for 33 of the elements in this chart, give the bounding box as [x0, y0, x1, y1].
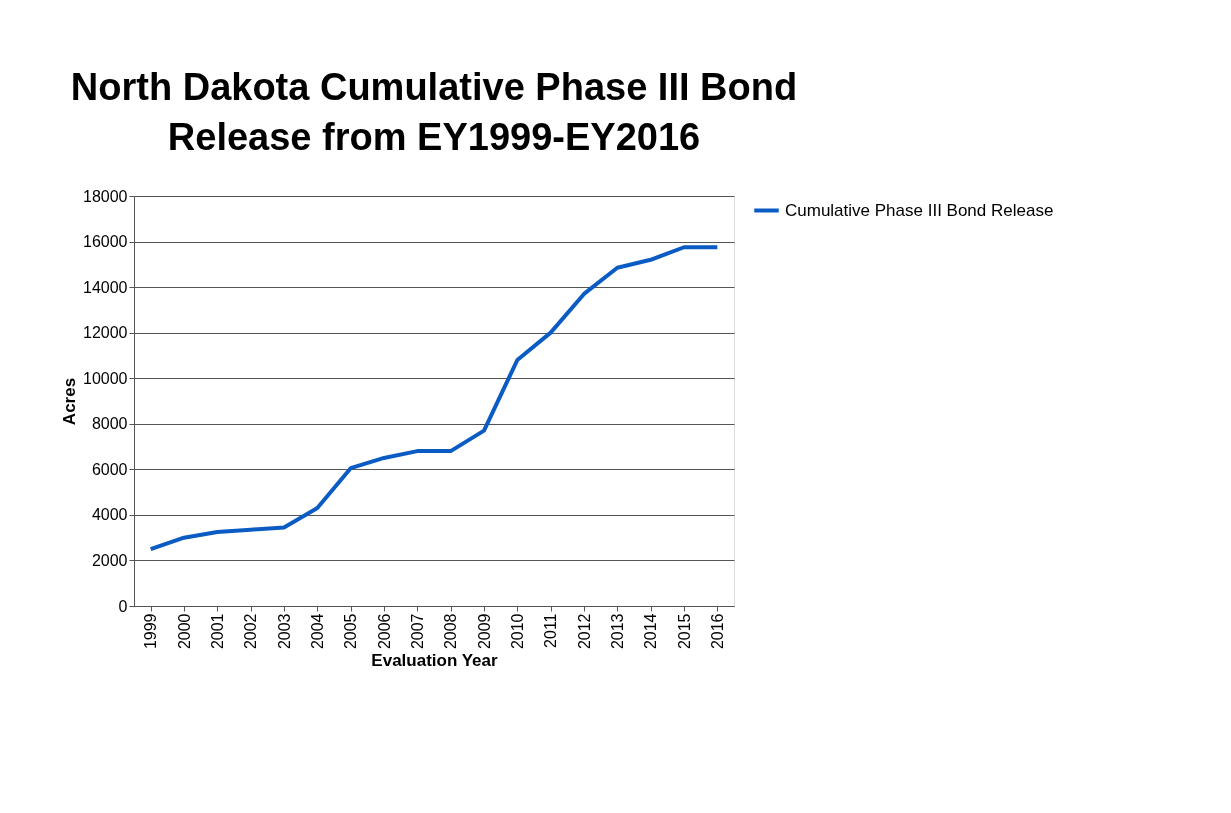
y-tick-label: 10000 — [83, 369, 128, 387]
x-tick-label: 2015 — [675, 613, 693, 650]
legend-label: Cumulative Phase III Bond Release — [785, 200, 1054, 220]
x-tick-label: 2011 — [542, 613, 560, 648]
y-tick-label: 6000 — [91, 460, 128, 478]
x-tick-label: 2005 — [342, 613, 360, 650]
x-tick-label: 2000 — [175, 613, 193, 650]
x-tick-label: 2012 — [575, 613, 593, 650]
x-axis-title: Evaluation Year — [371, 651, 499, 671]
x-tick-label: 2009 — [475, 613, 493, 650]
x-tick-label: 2002 — [242, 613, 260, 650]
y-tick-label: 0 — [118, 597, 128, 615]
x-tick-label: 2006 — [375, 613, 393, 650]
x-tick-label: 2013 — [608, 613, 626, 650]
x-tick-label: 2008 — [442, 613, 460, 650]
x-tick-label: 1999 — [142, 613, 160, 650]
x-tick-label: 2001 — [208, 613, 226, 650]
y-tick-label: 14000 — [83, 278, 128, 296]
y-tick-label: 12000 — [83, 324, 128, 342]
x-tick-label: 2007 — [408, 613, 426, 650]
x-tick-label: 2014 — [642, 613, 660, 650]
y-tick-label: 4000 — [91, 506, 128, 524]
line-series — [148, 245, 720, 552]
y-tick-label: 16000 — [83, 233, 128, 251]
x-tick-label: 2003 — [275, 613, 293, 650]
x-tick-label: 2016 — [708, 613, 726, 650]
y-axis-title: Acres — [60, 377, 80, 426]
x-tick-label: 2004 — [308, 613, 326, 650]
chart-title: North Dakota Cumulative Phase III Bond Release from EY1999-EY2016 — [70, 66, 798, 158]
y-tick-label: 18000 — [83, 187, 128, 205]
y-tick-label: 2000 — [91, 551, 128, 569]
x-tick-label: 2010 — [508, 613, 526, 650]
y-tick-label: 8000 — [91, 415, 128, 433]
